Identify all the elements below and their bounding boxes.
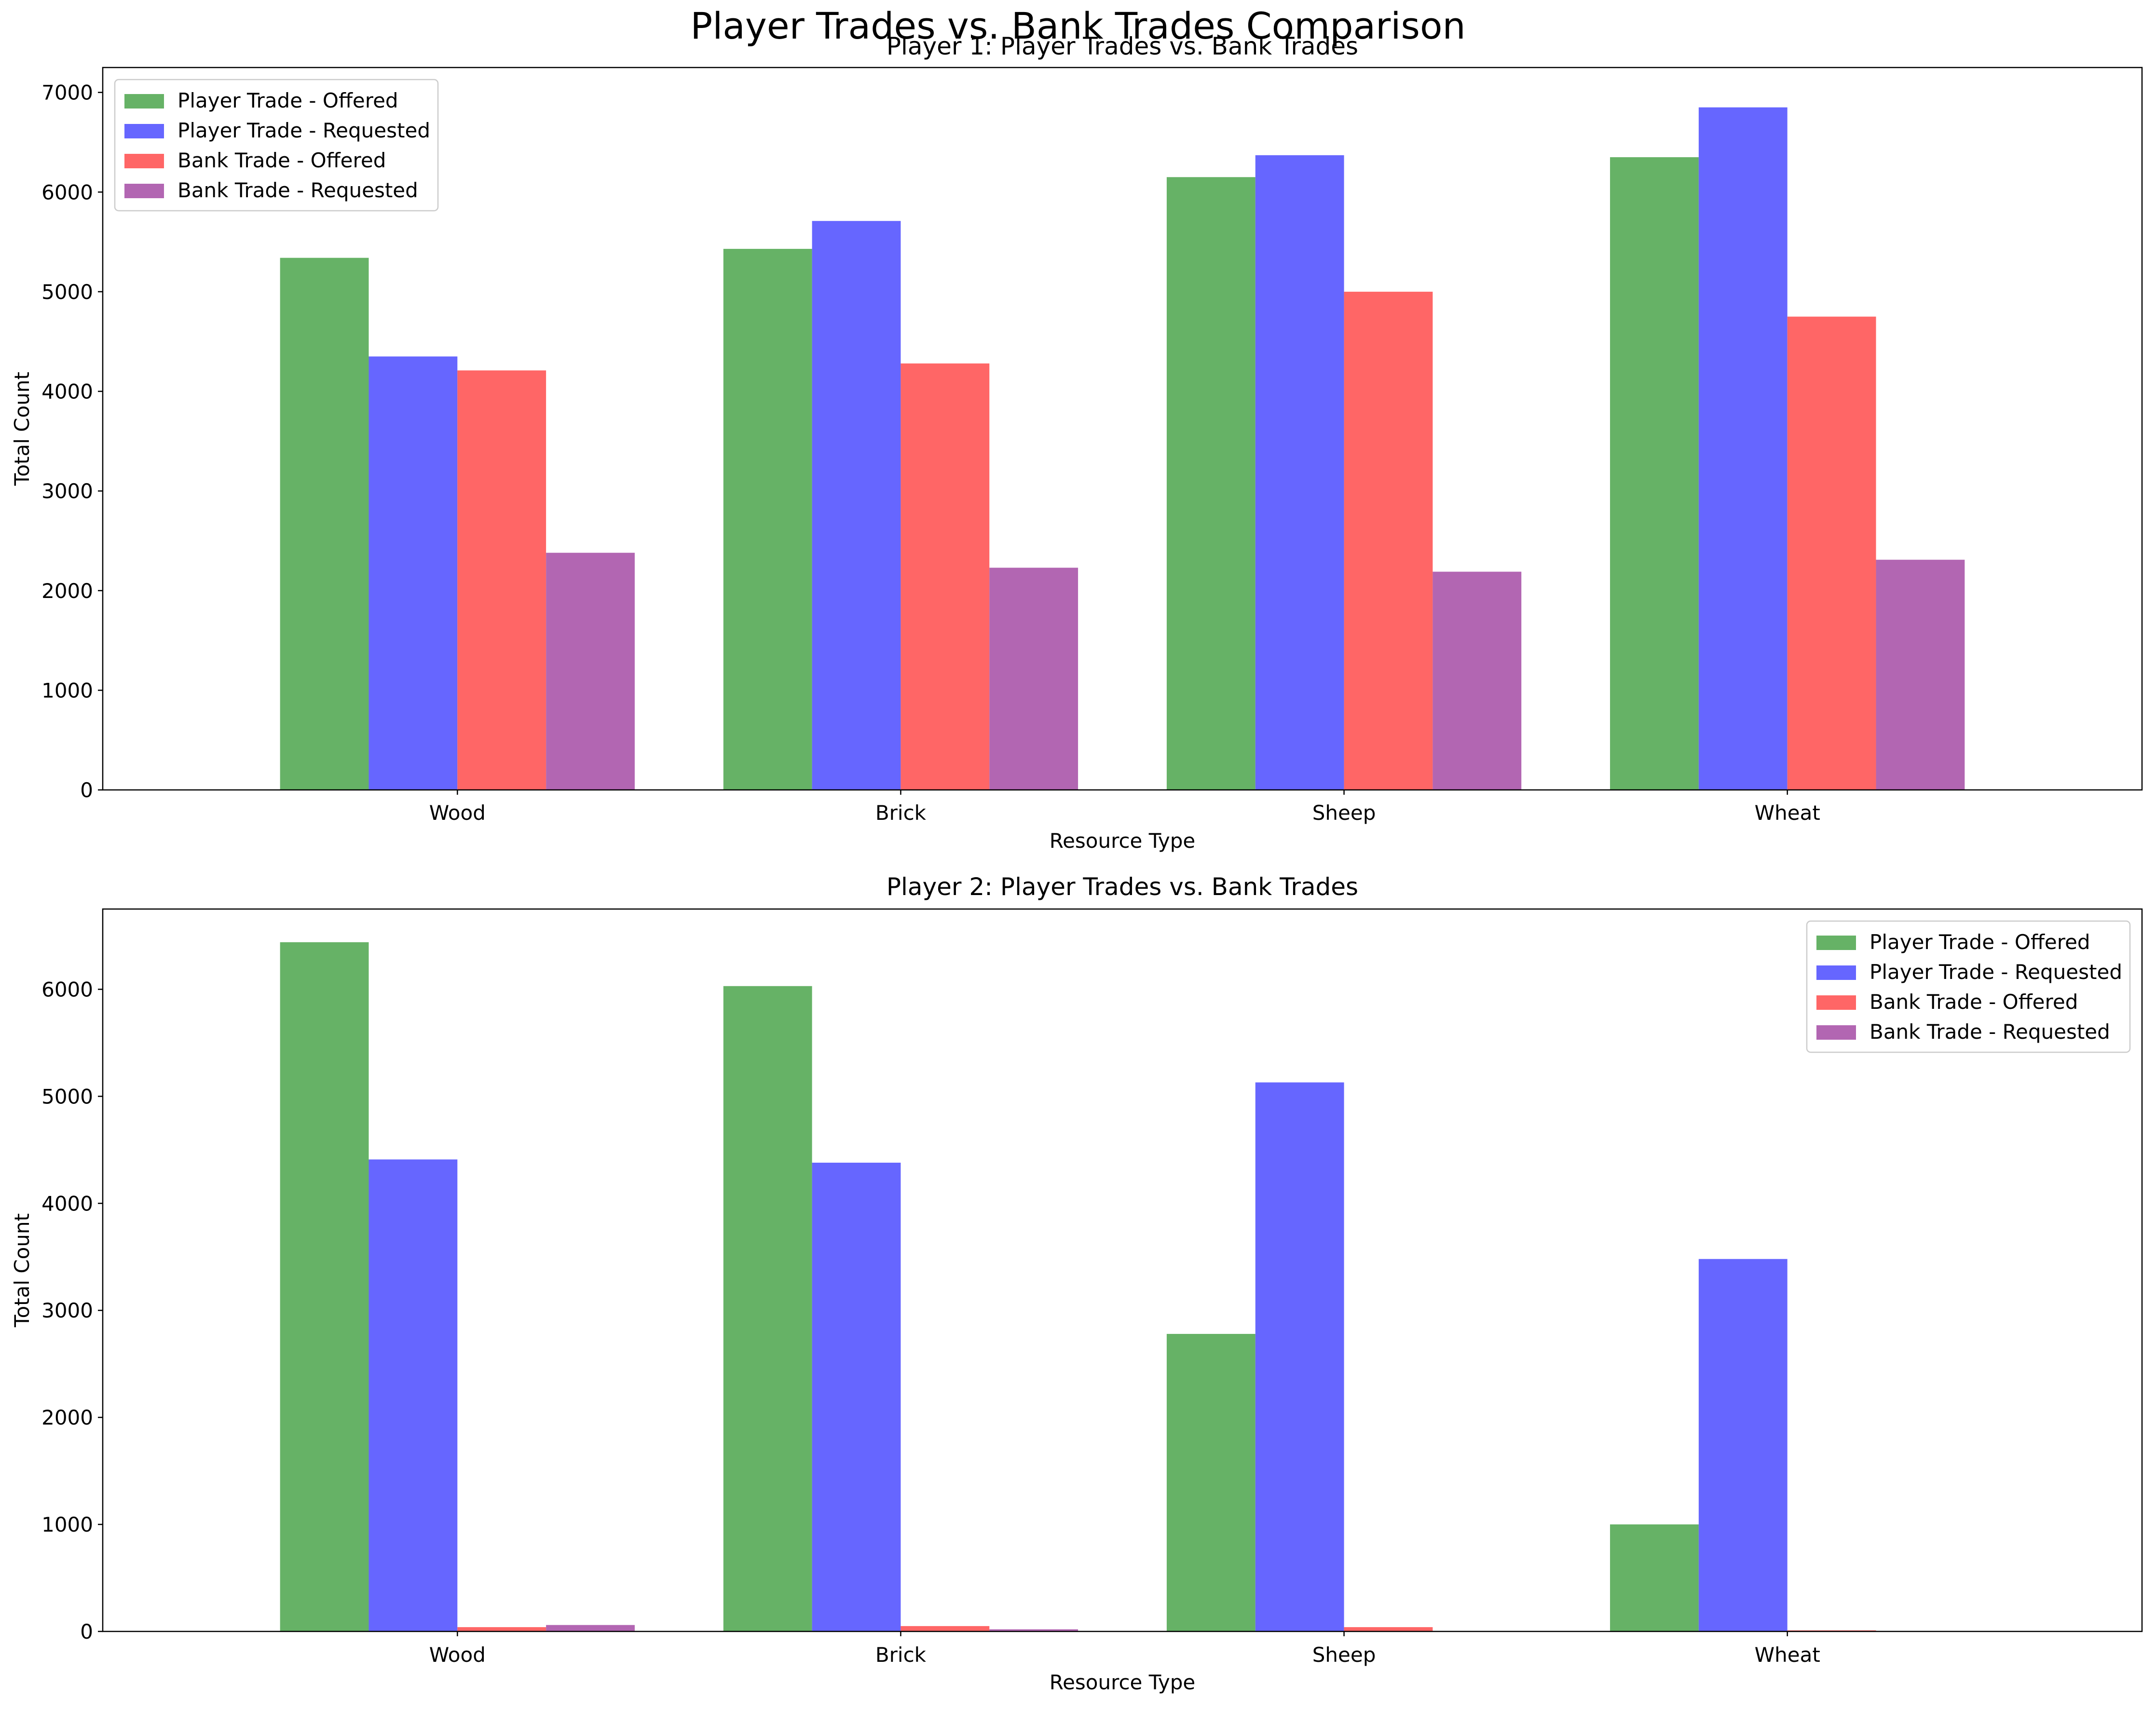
figure-title: Player Trades vs. Bank Trades Comparison xyxy=(690,4,1465,47)
bar-sheep-series-4 xyxy=(1433,571,1522,790)
y-tick-label: 0 xyxy=(80,1620,93,1643)
bar-wheat-series-2 xyxy=(1698,1259,1788,1631)
legend-swatch xyxy=(1816,995,1856,1010)
legend-label: Bank Trade - Requested xyxy=(177,178,418,202)
x-axis-label: Resource Type xyxy=(1050,1670,1195,1694)
chart-title: Player 1: Player Trades vs. Bank Trades xyxy=(887,32,1358,60)
bar-brick-series-3 xyxy=(901,363,990,790)
legend-label: Bank Trade - Offered xyxy=(177,149,386,172)
legend-label: Player Trade - Requested xyxy=(1869,960,2122,984)
y-tick-label: 2000 xyxy=(41,1406,93,1429)
y-axis-label: Total Count xyxy=(10,1213,34,1328)
bar-wood-series-3 xyxy=(457,1627,546,1631)
bar-wheat-series-4 xyxy=(1876,559,1965,790)
y-tick-label: 6000 xyxy=(41,180,93,204)
bar-wood-series-1 xyxy=(280,258,369,790)
x-tick-label: Wheat xyxy=(1755,1643,1820,1667)
legend: Player Trade - Offered Player Trade - Req… xyxy=(1806,920,2131,1053)
legend-swatch xyxy=(124,184,164,198)
x-axis-label: Resource Type xyxy=(1050,829,1195,853)
x-tick-label: Sheep xyxy=(1312,1643,1376,1667)
bar-sheep-series-3 xyxy=(1344,291,1433,790)
axes-frame xyxy=(102,67,2143,791)
bar-sheep-series-2 xyxy=(1255,1082,1344,1631)
x-tick-label: Wheat xyxy=(1755,801,1820,825)
panel-player-2: 0 1000 2000 3000 4000 5000 6000 Wood Brick Sheep W… xyxy=(10,873,2143,1694)
x-tick-label: Sheep xyxy=(1312,801,1376,825)
legend-box xyxy=(1806,920,2131,1053)
legend-swatch xyxy=(124,124,164,138)
legend-label: Bank Trade - Offered xyxy=(1869,990,2078,1014)
bar-brick-series-4 xyxy=(989,568,1078,790)
y-tick-label: 3000 xyxy=(41,1299,93,1322)
bar-brick-series-3 xyxy=(901,1626,990,1631)
y-tick-label: 3000 xyxy=(41,479,93,503)
x-tick-label: Brick xyxy=(875,801,927,825)
y-tick-label: 4000 xyxy=(41,380,93,404)
bar-wheat-series-3 xyxy=(1787,316,1876,790)
bar-wood-series-4 xyxy=(546,1625,635,1631)
y-tick-label: 5000 xyxy=(41,1085,93,1108)
legend-label: Player Trade - Offered xyxy=(1869,930,2090,954)
y-tick-label: 4000 xyxy=(41,1192,93,1215)
bar-sheep-series-1 xyxy=(1166,1334,1255,1631)
bar-wheat-series-1 xyxy=(1610,157,1699,790)
y-tick-label: 2000 xyxy=(41,579,93,603)
bar-brick-series-2 xyxy=(812,221,901,790)
bars-group xyxy=(280,942,1876,1631)
legend-label: Bank Trade - Requested xyxy=(1869,1020,2110,1044)
legend-label: Player Trade - Requested xyxy=(177,119,430,142)
bar-wood-series-1 xyxy=(280,942,369,1631)
legend-box xyxy=(114,79,439,212)
bar-wood-series-2 xyxy=(368,356,458,790)
y-tick-label: 7000 xyxy=(41,81,93,105)
y-tick-label: 5000 xyxy=(41,280,93,304)
bar-brick-series-2 xyxy=(812,1162,901,1631)
axes-frame xyxy=(102,908,2143,1632)
bar-wood-series-4 xyxy=(546,553,635,790)
y-tick-label: 6000 xyxy=(41,978,93,1001)
bar-wheat-series-1 xyxy=(1610,1524,1699,1631)
bars-group xyxy=(280,107,1965,790)
legend-swatch xyxy=(124,94,164,109)
legend-swatch xyxy=(1816,1025,1856,1040)
bar-sheep-series-3 xyxy=(1344,1627,1433,1631)
legend-swatch xyxy=(124,154,164,168)
bar-sheep-series-2 xyxy=(1255,155,1344,790)
x-tick-label: Brick xyxy=(875,1643,927,1667)
bar-brick-series-4 xyxy=(989,1629,1078,1631)
bar-brick-series-1 xyxy=(723,986,812,1631)
y-axis-label: Total Count xyxy=(10,372,34,486)
legend-label: Player Trade - Offered xyxy=(177,89,398,112)
legend: Player Trade - Offered Player Trade - Req… xyxy=(114,79,439,212)
y-tick-label: 1000 xyxy=(41,1513,93,1536)
bar-sheep-series-1 xyxy=(1166,177,1255,790)
bar-wood-series-2 xyxy=(368,1159,458,1631)
legend-swatch xyxy=(1816,965,1856,980)
panel-player-1: 0 1000 2000 3000 4000 5000 6000 7000 Wood Brick Sh… xyxy=(10,32,2143,853)
bar-wheat-series-2 xyxy=(1698,107,1788,790)
y-tick-label: 0 xyxy=(80,778,93,802)
bar-wood-series-3 xyxy=(457,370,546,790)
x-tick-label: Wood xyxy=(429,801,486,825)
y-tick-label: 1000 xyxy=(41,679,93,702)
x-tick-label: Wood xyxy=(429,1643,486,1667)
bar-brick-series-1 xyxy=(723,249,812,790)
legend-swatch xyxy=(1816,936,1856,950)
chart-title: Player 2: Player Trades vs. Bank Trades xyxy=(887,873,1358,901)
